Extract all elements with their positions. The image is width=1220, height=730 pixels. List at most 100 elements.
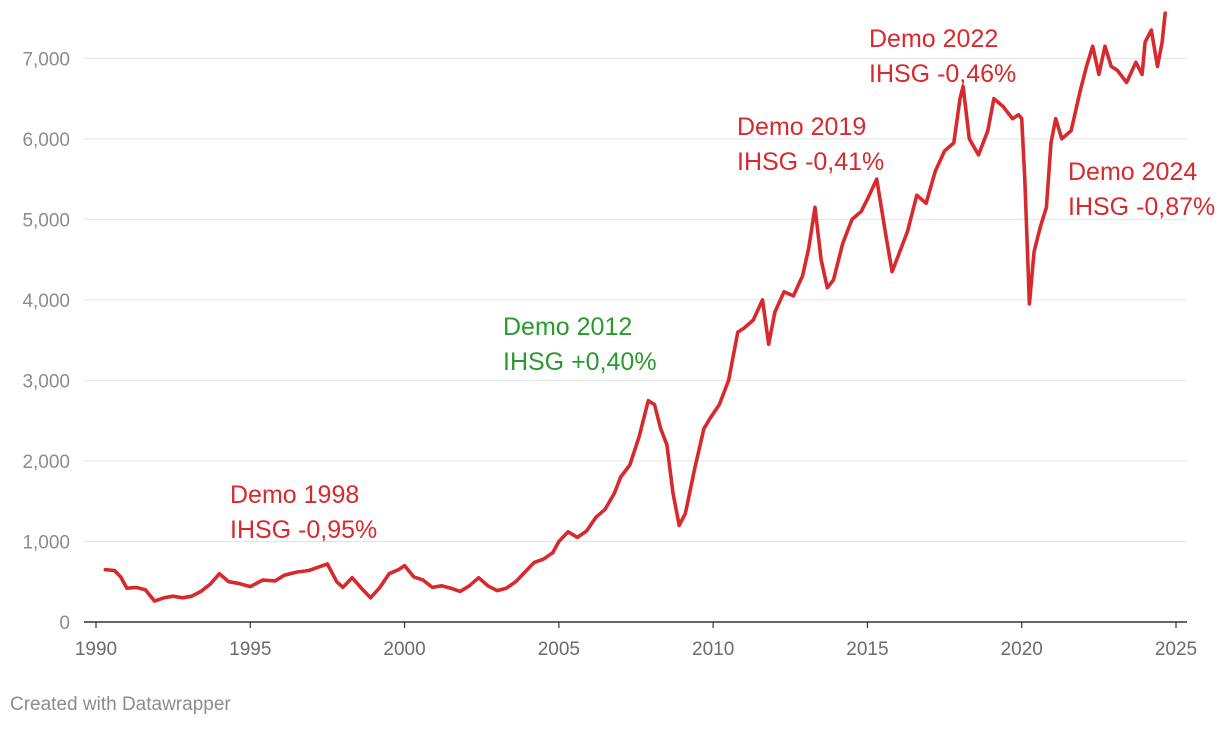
data-point bbox=[1161, 41, 1163, 44]
data-point bbox=[388, 572, 390, 575]
data-point bbox=[968, 137, 971, 140]
series-layer bbox=[103, 11, 1167, 603]
data-point bbox=[783, 290, 785, 293]
data-point bbox=[906, 230, 909, 233]
data-point bbox=[153, 600, 156, 602]
annotation-change: IHSG +0,40% bbox=[503, 348, 657, 376]
data-point bbox=[369, 596, 372, 599]
data-point bbox=[801, 274, 804, 277]
x-tick-label: 2010 bbox=[692, 639, 734, 660]
data-point bbox=[227, 580, 230, 583]
data-point bbox=[459, 590, 461, 593]
data-point bbox=[820, 258, 822, 261]
data-point bbox=[1002, 105, 1005, 108]
data-point bbox=[832, 278, 835, 281]
data-point bbox=[1017, 113, 1020, 116]
data-point bbox=[542, 558, 545, 561]
credit-text[interactable]: Created with Datawrapper bbox=[10, 694, 231, 715]
data-point bbox=[1045, 206, 1048, 209]
y-tick-label: 3,000 bbox=[22, 371, 70, 392]
data-point bbox=[249, 585, 252, 588]
data-point bbox=[666, 443, 668, 446]
data-point bbox=[952, 142, 955, 144]
data-point bbox=[875, 178, 878, 181]
data-point bbox=[209, 583, 212, 586]
data-point bbox=[326, 563, 329, 565]
data-point bbox=[1110, 65, 1113, 68]
data-point bbox=[703, 427, 705, 430]
data-point bbox=[1135, 61, 1137, 64]
data-point bbox=[431, 586, 434, 589]
data-point bbox=[986, 129, 989, 132]
x-tick-label: 2000 bbox=[383, 639, 425, 660]
x-tick-label: 2005 bbox=[538, 639, 580, 660]
data-point bbox=[261, 579, 264, 581]
data-point bbox=[1011, 117, 1014, 120]
y-tick-label: 5,000 bbox=[22, 210, 70, 231]
data-point bbox=[1050, 142, 1052, 144]
data-point bbox=[814, 206, 816, 209]
annotation-change: IHSG -0,46% bbox=[869, 60, 1016, 88]
data-point bbox=[524, 571, 526, 573]
data-point bbox=[993, 97, 995, 100]
x-axis-labels: 1990 1995 2000 2005 2010 2015 2020 2025 bbox=[75, 622, 1197, 660]
data-point bbox=[283, 574, 286, 577]
data-point bbox=[915, 194, 918, 197]
data-point bbox=[403, 564, 406, 567]
data-point bbox=[826, 286, 829, 289]
data-point bbox=[653, 403, 656, 406]
annotation-title: Demo 2012 bbox=[503, 313, 632, 341]
x-tick-label: 1995 bbox=[229, 639, 271, 660]
data-point bbox=[1028, 303, 1031, 305]
data-point bbox=[792, 295, 795, 297]
data-point bbox=[684, 512, 687, 515]
data-point bbox=[934, 170, 937, 173]
data-point bbox=[718, 403, 721, 406]
data-point bbox=[126, 587, 128, 590]
data-point bbox=[533, 561, 536, 564]
data-point bbox=[604, 508, 606, 511]
data-point bbox=[1033, 250, 1035, 253]
data-point bbox=[727, 379, 730, 382]
data-point bbox=[1060, 137, 1063, 140]
data-point bbox=[440, 584, 443, 587]
data-point bbox=[1150, 29, 1153, 31]
data-point bbox=[487, 584, 489, 587]
y-tick-label: 4,000 bbox=[22, 291, 70, 312]
data-point bbox=[496, 589, 498, 592]
y-axis-labels: 0 1,000 2,000 3,000 4,000 5,000 6,000 7,000 bbox=[22, 49, 70, 634]
data-point bbox=[1156, 65, 1159, 68]
data-point bbox=[1085, 65, 1088, 68]
data-point bbox=[468, 584, 471, 587]
data-point bbox=[1039, 226, 1042, 229]
data-point bbox=[144, 588, 147, 591]
annotation-change: IHSG -0,41% bbox=[737, 148, 884, 176]
data-point bbox=[672, 492, 674, 495]
data-point bbox=[959, 97, 961, 100]
data-point bbox=[709, 417, 711, 420]
data-point bbox=[767, 343, 770, 346]
data-point bbox=[736, 331, 739, 333]
x-tick-label: 2025 bbox=[1155, 639, 1197, 660]
data-point bbox=[450, 587, 452, 590]
data-point bbox=[218, 572, 221, 575]
y-tick-label: 7,000 bbox=[22, 49, 70, 70]
data-point bbox=[774, 311, 776, 313]
data-point bbox=[613, 492, 616, 495]
data-point bbox=[295, 571, 298, 573]
data-point bbox=[897, 254, 900, 257]
data-point bbox=[181, 596, 184, 599]
data-point bbox=[422, 579, 424, 581]
data-point bbox=[1141, 73, 1143, 76]
data-point bbox=[841, 242, 844, 245]
data-point bbox=[1125, 81, 1128, 84]
data-point bbox=[412, 576, 415, 578]
data-point bbox=[1144, 41, 1146, 44]
data-point bbox=[505, 587, 508, 590]
data-point bbox=[943, 150, 946, 152]
data-point bbox=[977, 154, 980, 156]
data-point bbox=[585, 530, 588, 532]
data-point bbox=[237, 582, 239, 585]
data-point bbox=[885, 234, 887, 237]
